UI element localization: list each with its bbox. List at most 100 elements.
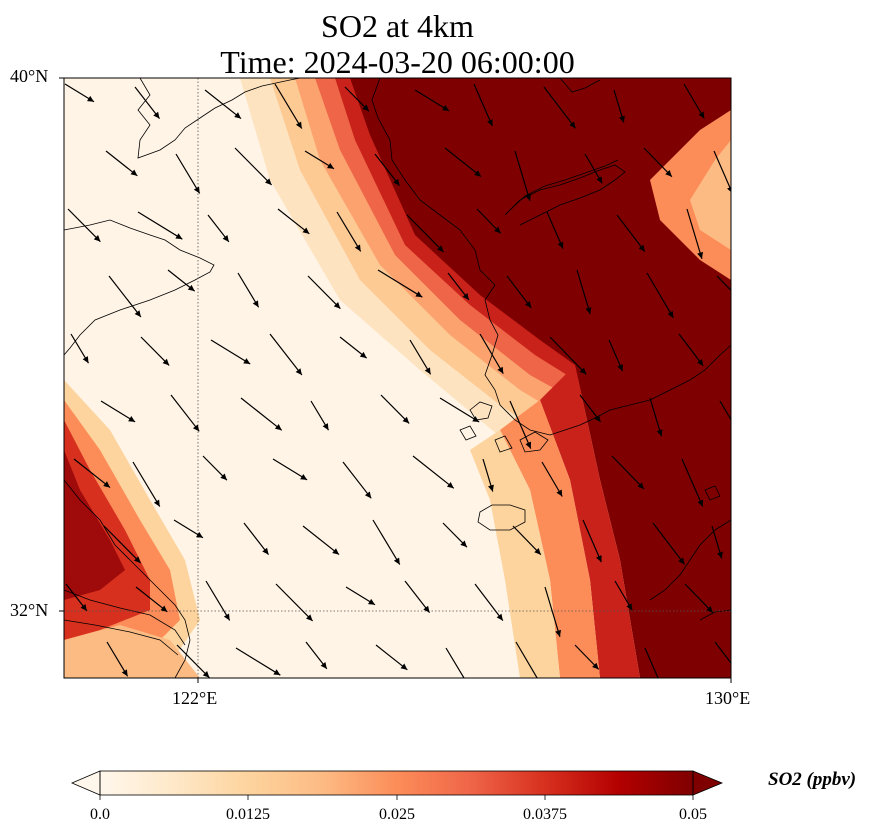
wind-arrow-head	[327, 162, 334, 169]
colorbar	[70, 770, 724, 800]
wind-arrow-head	[727, 186, 731, 192]
wind-arrow-head	[202, 671, 210, 678]
wind-arrow-shaft	[643, 147, 673, 178]
wind-arrow-head	[585, 307, 592, 315]
wind-arrow-head	[474, 170, 482, 177]
wind-arrow-shaft	[479, 333, 504, 374]
wind-arrow-shaft	[644, 647, 659, 678]
wind-arrow-shaft	[713, 150, 731, 192]
colorbar-tick-2: 0.025	[379, 806, 415, 823]
colorbar-tick-4: 0.05	[679, 806, 707, 823]
wind-arrow-head	[660, 677, 662, 678]
wind-arrow-head	[322, 423, 329, 431]
wind-arrow-shaft	[714, 641, 731, 665]
wind-arrow-head	[160, 605, 168, 612]
wind-arrow-shaft	[137, 211, 183, 240]
wind-arrow-shaft	[204, 89, 242, 120]
wind-arrow-head	[592, 662, 599, 670]
wind-vectors	[64, 83, 743, 687]
map-title-line-1: SO2 at 4km	[321, 8, 474, 44]
wind-arrow-head	[556, 489, 563, 497]
wind-arrow-shaft	[336, 211, 362, 252]
wind-arrow-shaft	[108, 275, 142, 318]
wind-arrow-shaft	[683, 83, 705, 119]
wind-arrow-head	[667, 310, 674, 318]
wind-arrow-shaft	[100, 400, 136, 423]
wind-arrow-head	[153, 499, 160, 507]
wind-arrow-head	[103, 481, 111, 488]
wind-arrow-head	[306, 614, 313, 621]
wind-arrow-shaft	[380, 394, 410, 424]
wind-arrow-shaft	[210, 339, 251, 365]
wind-arrow-head	[333, 302, 341, 309]
wind-arrow-shaft	[444, 147, 482, 178]
wind-arrow-shaft	[512, 525, 542, 556]
wind-arrow-shaft	[515, 641, 538, 678]
wind-arrow-head	[354, 244, 361, 252]
wind-arrow-head	[134, 556, 141, 563]
wind-arrow-head	[496, 613, 503, 621]
wind-arrow-head	[696, 358, 704, 366]
wind-arrow-shaft	[509, 400, 532, 449]
wind-arrow-shaft	[170, 394, 200, 432]
wind-arrow-shaft	[73, 458, 111, 489]
wind-arrow-head	[415, 291, 423, 298]
wind-arrow-head	[252, 300, 259, 308]
wind-arrow-head	[265, 178, 272, 185]
wind-arrow-shaft	[506, 275, 532, 309]
wind-arrow-shaft	[175, 153, 201, 194]
wind-arrow-head	[494, 226, 501, 234]
wind-arrow-head	[193, 186, 200, 194]
wind-arrow-head	[555, 629, 562, 637]
wind-arrow-head	[698, 111, 705, 119]
wind-arrow-head	[320, 661, 327, 669]
wind-arrow-head	[87, 95, 94, 102]
wind-arrow-shaft	[275, 583, 314, 622]
wind-arrow-shaft	[135, 586, 168, 613]
wind-arrow-shaft	[543, 86, 576, 129]
map-frame	[63, 77, 732, 679]
wind-arrow-shaft	[439, 397, 480, 423]
wind-arrow-shaft	[474, 583, 504, 621]
wind-arrow-shaft	[342, 461, 372, 499]
wind-arrow-head	[464, 680, 470, 687]
wind-arrow-shaft	[576, 269, 591, 315]
wind-arrow-shaft	[541, 461, 563, 497]
wind-arrow-shaft	[377, 269, 423, 298]
wind-arrow-head	[462, 292, 469, 300]
lat-label-40N: 40°N	[10, 66, 49, 86]
wind-arrow-shaft	[243, 522, 270, 555]
wind-arrow-head	[437, 245, 444, 252]
wind-arrow-head	[488, 484, 494, 492]
wind-arrow-shaft	[652, 522, 685, 565]
wind-arrow-shaft	[302, 525, 340, 556]
wind-arrow-shaft	[716, 275, 731, 292]
wind-arrow-head	[619, 115, 625, 123]
wind-arrow-shaft	[681, 458, 704, 507]
wind-arrow-head	[596, 555, 602, 563]
wind-arrow-head	[487, 119, 493, 127]
wind-arrow-head	[557, 241, 564, 249]
wind-arrow-head	[332, 548, 340, 555]
wind-arrow-shaft	[372, 519, 401, 565]
wind-arrow-head	[220, 473, 227, 481]
wind-arrow-shaft	[611, 455, 645, 490]
wind-arrow-shaft	[719, 400, 731, 421]
wind-arrow-head	[596, 176, 603, 184]
wind-arrow-head	[737, 434, 743, 441]
wind-arrow-head	[243, 358, 251, 365]
wind-arrow-head	[82, 356, 89, 364]
lon-label-122E: 122°E	[172, 688, 218, 708]
wind-arrow-shaft	[103, 525, 142, 564]
wind-arrow-shaft	[616, 214, 646, 252]
wind-arrow-head	[175, 233, 183, 240]
wind-arrow-shaft	[240, 397, 283, 431]
wind-arrow-head	[665, 170, 672, 177]
wind-arrow-head	[579, 367, 587, 375]
map-title-line-2: Time: 2024-03-20 06:00:00	[220, 44, 575, 80]
wind-arrow-head	[594, 415, 601, 423]
wind-arrow-head	[678, 557, 685, 565]
wind-arrow-head	[295, 368, 302, 376]
wind-arrow-shaft	[406, 214, 445, 253]
wind-arrow-shaft	[409, 339, 432, 375]
